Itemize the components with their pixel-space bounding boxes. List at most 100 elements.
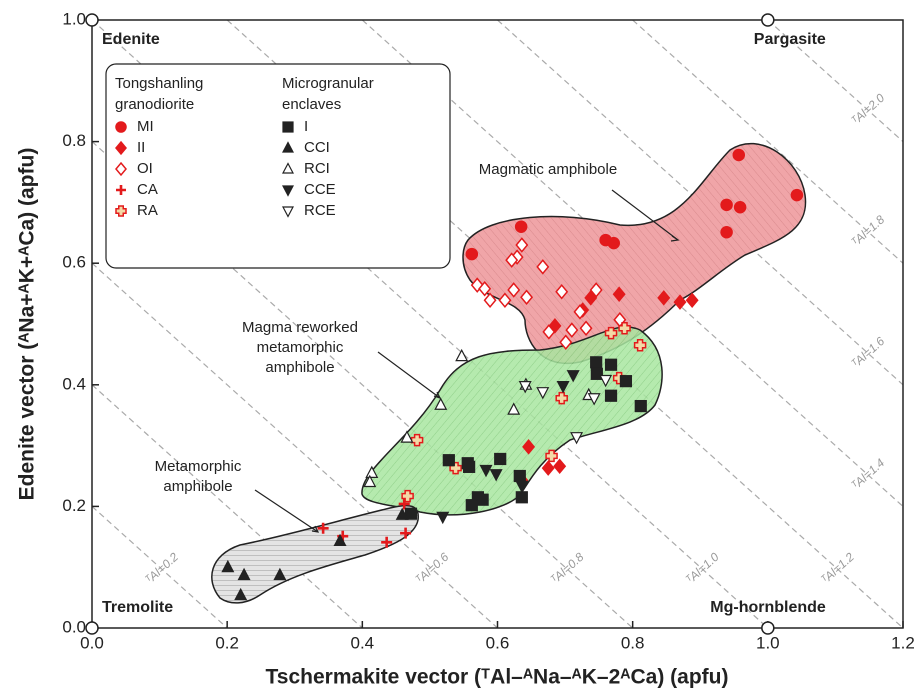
point	[790, 188, 804, 202]
legend-group-title: Tongshanling	[115, 75, 203, 92]
point	[590, 356, 603, 369]
legend-group-title: enclaves	[282, 96, 341, 113]
x-tick-label: 1.2	[891, 633, 915, 652]
point	[634, 399, 647, 413]
point	[566, 370, 580, 383]
point	[465, 499, 478, 512]
point	[618, 322, 631, 335]
legend-label: CCE	[304, 181, 336, 198]
y-tick-label: 0.2	[62, 496, 86, 515]
tal-label: ᵀAl=1.6	[849, 334, 888, 371]
point	[555, 391, 568, 405]
x-axis-label: Tschermakite vector (ᵀAl–ᴬNa–ᴬK–2ᴬCa) (a…	[266, 666, 729, 689]
point	[365, 465, 379, 478]
point	[489, 469, 503, 482]
point	[587, 393, 601, 406]
point	[513, 469, 526, 483]
tal-line	[91, 262, 498, 629]
legend-marker	[282, 121, 294, 133]
point	[520, 289, 534, 306]
metamorphic-field	[211, 504, 419, 604]
tal-line	[91, 384, 363, 629]
legend-label: RCE	[304, 202, 336, 219]
y-tick-label: 0.0	[62, 617, 86, 636]
field-label: amphibole	[265, 359, 334, 376]
point	[573, 304, 587, 320]
y-tick-label: 0.6	[62, 253, 86, 272]
tal-line	[632, 19, 904, 264]
point	[536, 387, 550, 400]
legend-marker	[115, 161, 127, 177]
point	[733, 201, 747, 214]
point	[400, 430, 414, 443]
end-member-label: Tremolite	[102, 599, 173, 616]
point	[465, 247, 479, 261]
legend-marker	[282, 162, 294, 174]
legend-marker	[115, 205, 127, 217]
y-tick-label: 0.8	[62, 131, 86, 150]
point	[398, 498, 410, 510]
point	[234, 587, 248, 601]
point	[553, 458, 567, 475]
x-tick-label: 0.0	[80, 633, 104, 652]
point	[436, 511, 450, 525]
point	[604, 326, 618, 340]
point	[434, 397, 448, 410]
point	[494, 452, 507, 466]
legend-label: I	[304, 118, 308, 135]
point	[507, 402, 521, 415]
point	[657, 290, 671, 306]
point	[522, 439, 536, 455]
legend-marker	[282, 206, 294, 218]
field-label: amphibole	[163, 478, 232, 495]
tal-label: ᵀAl=0.8	[548, 550, 587, 587]
end-member-label: Edenite	[102, 31, 160, 48]
point	[604, 389, 618, 402]
legend-box	[105, 63, 451, 269]
end-member	[761, 621, 775, 635]
point	[590, 367, 603, 380]
point	[545, 449, 558, 463]
point	[221, 559, 235, 573]
y-axis-label: Edenite vector (ᴬNa+ᴬK+ᴬCa) (apfu)	[16, 148, 39, 501]
point	[410, 433, 424, 447]
point	[507, 282, 521, 298]
point	[555, 284, 569, 300]
point	[273, 567, 287, 581]
x-tick-label: 0.6	[486, 633, 510, 652]
end-member	[761, 13, 775, 27]
point	[515, 480, 529, 494]
point	[720, 225, 733, 239]
point	[604, 358, 618, 371]
legend-marker	[115, 121, 127, 133]
field-label: Metamorphic	[155, 458, 242, 475]
point	[542, 324, 556, 340]
legend-group-title: Microgranular	[282, 75, 374, 92]
point	[463, 460, 476, 473]
legend-label: MI	[137, 118, 154, 135]
x-tick-label: 0.4	[351, 633, 375, 652]
field-arrows	[254, 189, 680, 533]
field-label: Magma reworked	[242, 319, 358, 336]
point	[237, 567, 251, 581]
legend-label: RA	[137, 202, 158, 219]
point	[584, 290, 598, 306]
point	[556, 381, 570, 394]
point	[401, 489, 414, 503]
magmatic-field	[462, 142, 807, 365]
point	[442, 454, 455, 467]
point	[565, 322, 579, 338]
point	[363, 474, 377, 488]
point	[589, 282, 603, 298]
legend-label: II	[137, 139, 145, 156]
legend-marker	[116, 185, 126, 195]
point	[333, 533, 347, 547]
point	[381, 536, 393, 548]
point	[514, 220, 528, 233]
tal-label: ᵀAl=1.4	[849, 455, 888, 492]
point	[476, 493, 489, 506]
point	[633, 339, 647, 352]
point	[455, 348, 469, 362]
point	[505, 252, 519, 268]
field-label: Magmatic amphibole	[479, 161, 617, 178]
